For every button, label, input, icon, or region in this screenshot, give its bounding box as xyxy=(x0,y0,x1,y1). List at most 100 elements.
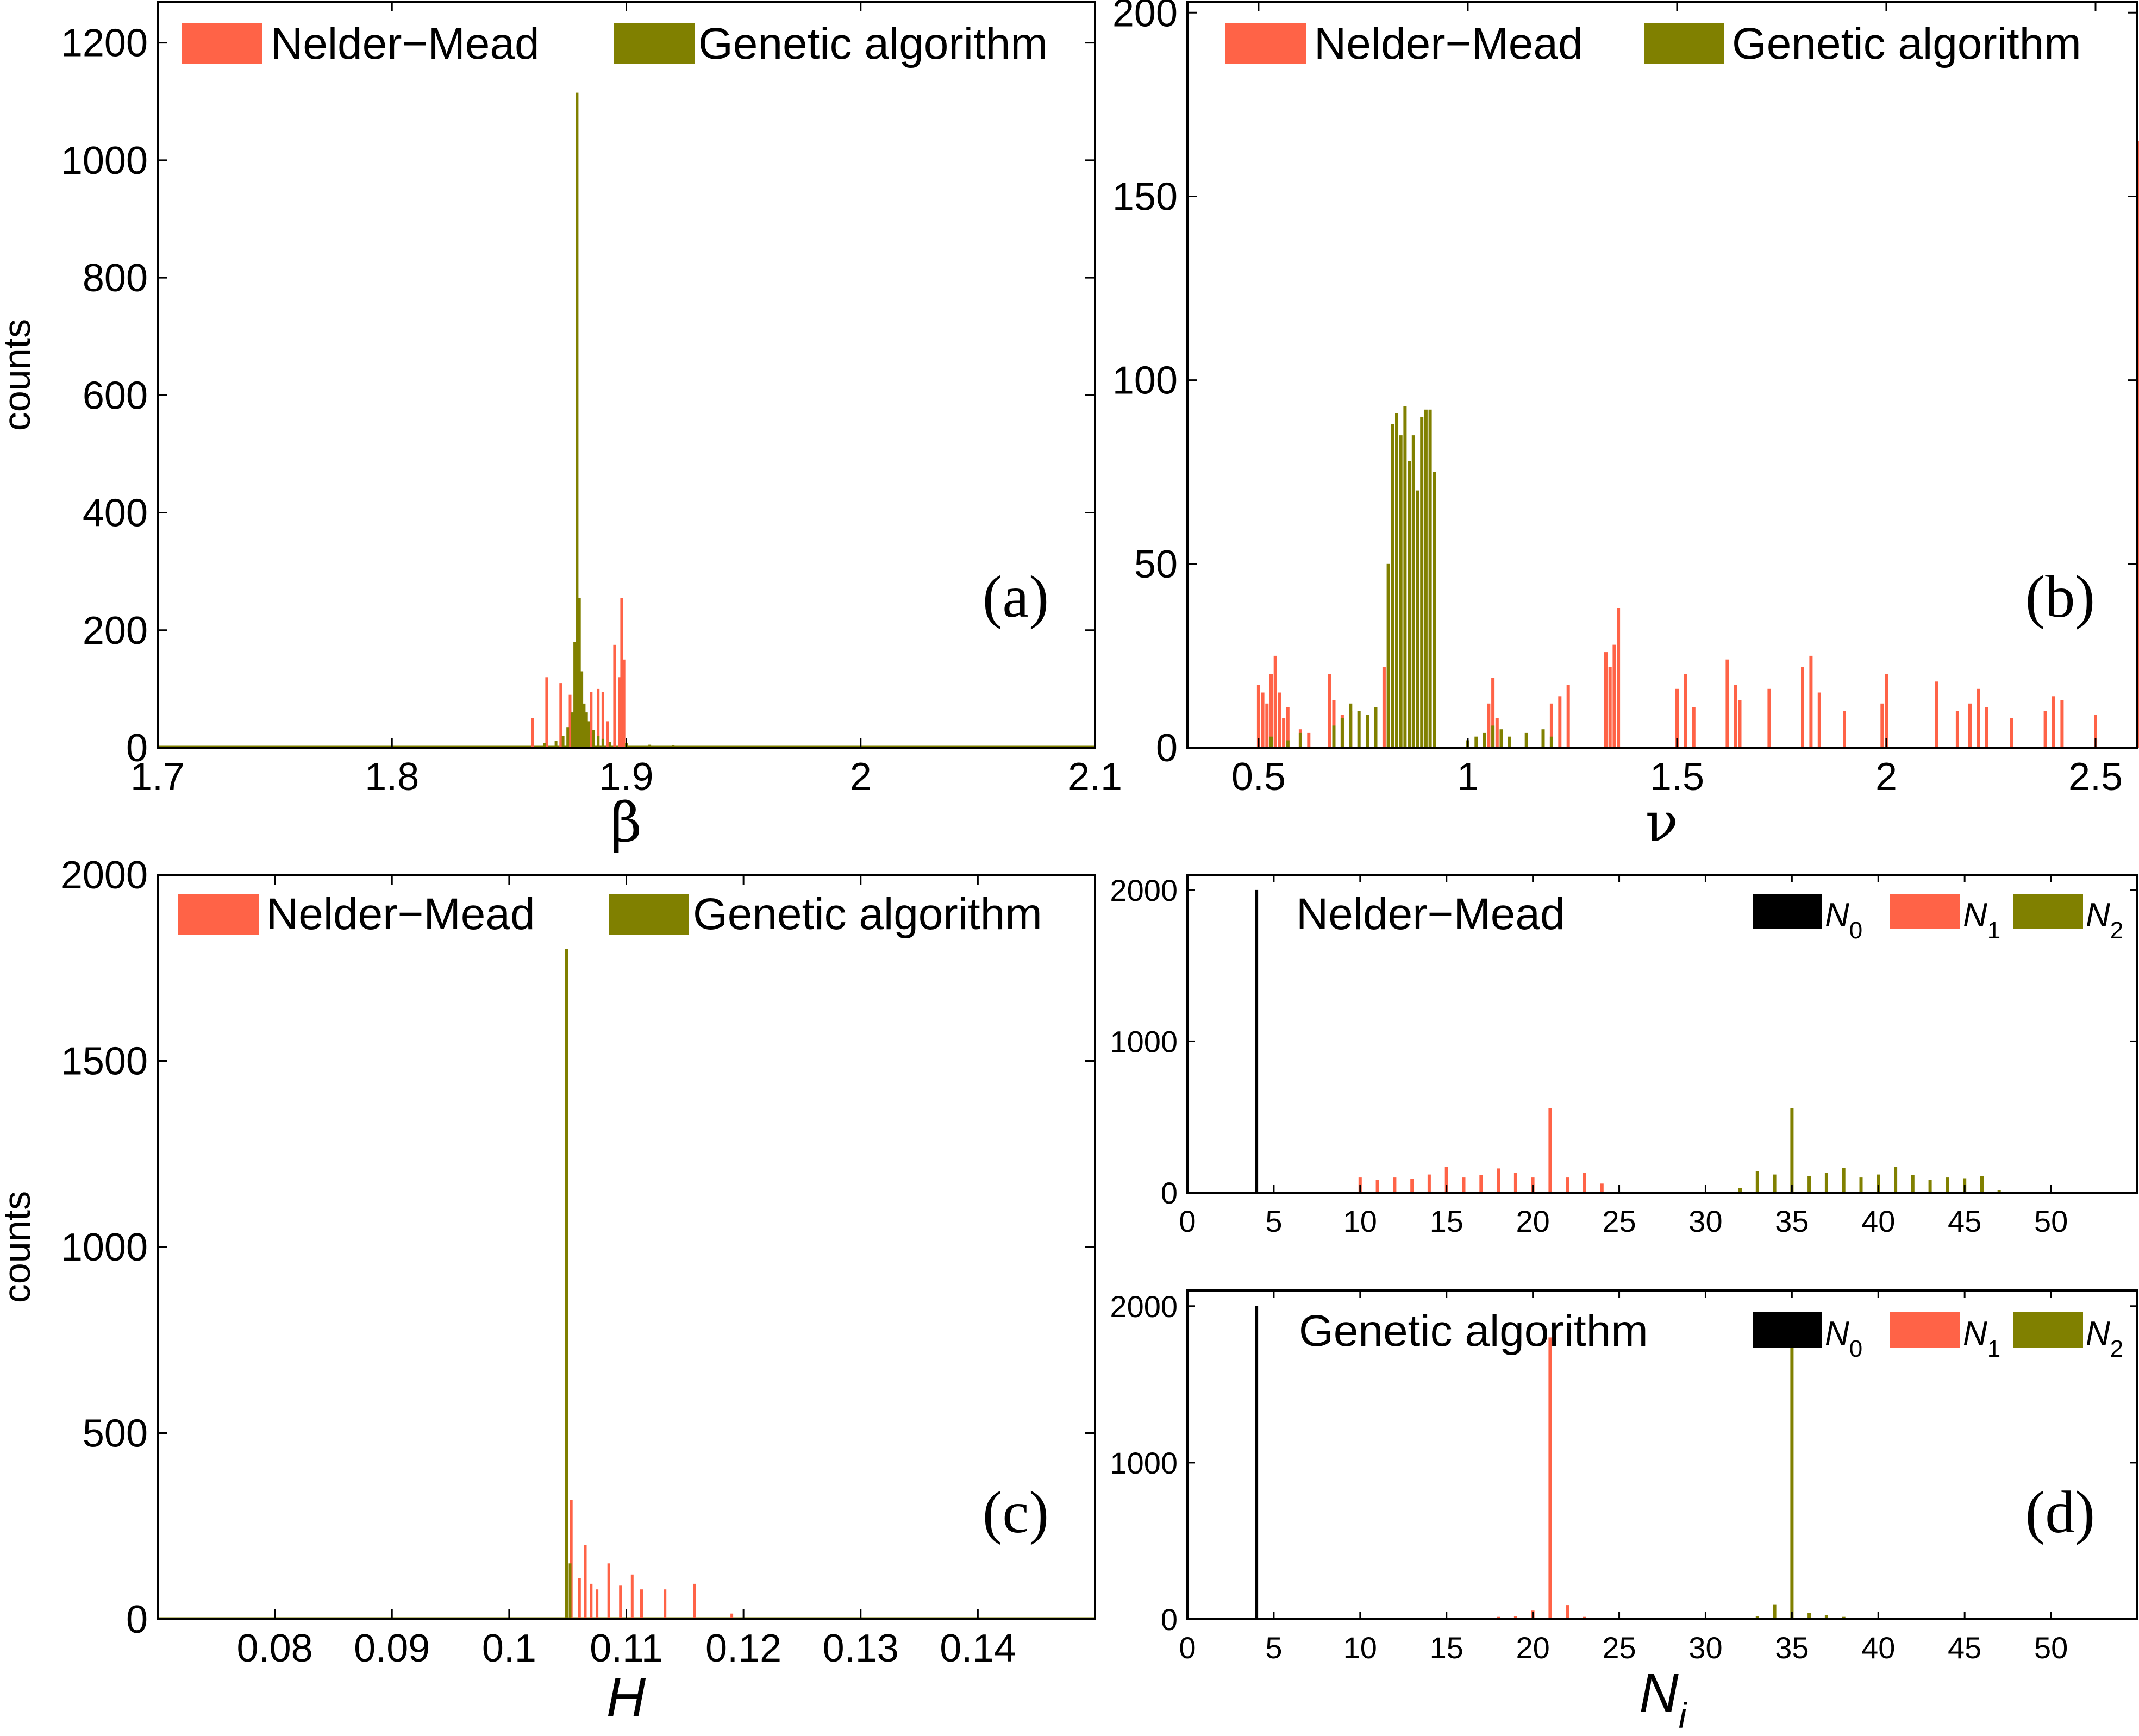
panel-d-top-legend: N0 N1 N2 xyxy=(1753,894,2123,944)
panel-d-top-bar-n2-4 xyxy=(1807,1176,1811,1193)
panel-d-bottom-xtick-label-8: 40 xyxy=(1861,1631,1895,1665)
panel-b-bar-genetic-algorithm-17 xyxy=(1420,417,1424,748)
panel-d-top-bar-n1-11 xyxy=(1548,1108,1552,1193)
panel-b-bar-genetic-algorithm-25 xyxy=(1499,729,1503,748)
panel-c-ytick-label-3: 1500 xyxy=(61,1040,148,1083)
panel-d-top-bar-n2-10 xyxy=(1911,1175,1915,1193)
panel-d-top-ytick-label-1: 1000 xyxy=(1110,1024,1178,1058)
panel-d-top-bar-n2-0 xyxy=(1738,1188,1742,1193)
panel-b-xtick-label-0: 0.5 xyxy=(1231,755,1286,799)
panel-a-ylabel: counts xyxy=(0,319,38,431)
panel-b-bar-genetic-algorithm-10 xyxy=(1391,424,1394,748)
panel-d-bottom-xtick-label-5: 25 xyxy=(1602,1631,1636,1665)
panel-c-xtick-label-5: 0.13 xyxy=(823,1627,899,1670)
panel-d-top-bar-n2-14 xyxy=(1980,1176,1984,1193)
panel-b-bar-nelder-mead-44 xyxy=(2043,711,2047,748)
panel-b-bar-nelder-mead-7 xyxy=(1286,707,1290,748)
panel-d-top-legend-swatch-n1 xyxy=(1890,894,1960,929)
panel-d-top-bar-n2-6 xyxy=(1842,1168,1846,1193)
panel-d-top-bar-n1-14 xyxy=(1600,1183,1604,1193)
panel-a-bar-genetic-algorithm-14 xyxy=(601,738,604,748)
panel-d-bottom-legend-swatch-n1 xyxy=(1890,1312,1960,1348)
panel-a-legend-swatch-genetic xyxy=(614,23,695,64)
panel-b-bar-nelder-mead-5 xyxy=(1278,692,1281,748)
panel-a-bar-genetic-algorithm-6 xyxy=(576,92,579,748)
panel-b-bar-nelder-mead-37 xyxy=(1885,674,1888,748)
panel-b-legend-nelder-mead: Nelder−Mead xyxy=(1314,19,1583,68)
panel-d-bottom-bar-n1-6 xyxy=(1583,1616,1586,1619)
panel-b-label: (b) xyxy=(2025,563,2095,630)
panel-c-xtick-label-4: 0.12 xyxy=(705,1627,781,1670)
panel-b-bar-genetic-algorithm-1 xyxy=(1286,740,1290,748)
panel-d-bottom-bar-n2-0 xyxy=(1755,1616,1759,1619)
panel-c-xtick-label-2: 0.1 xyxy=(482,1627,536,1670)
panel-d-top-bar-n1-4 xyxy=(1427,1174,1431,1193)
panel-b-bar-nelder-mead-2 xyxy=(1265,703,1269,748)
panel-b-bar-nelder-mead-32 xyxy=(1801,667,1804,748)
panel-b-bar-genetic-algorithm-28 xyxy=(1541,729,1545,748)
panel-b-ytick-label-4: 200 xyxy=(1112,0,1178,35)
panel-a-ytick-label-3: 600 xyxy=(83,374,148,417)
panel-b-bar-nelder-mead-19 xyxy=(1558,696,1562,748)
panel-b-bar-nelder-mead-24 xyxy=(1617,608,1621,748)
panel-d-bottom-xtick-label-6: 30 xyxy=(1688,1631,1722,1665)
panel-c-xtick-label-1: 0.09 xyxy=(354,1627,430,1670)
panel-b-bar-nelder-mead-34 xyxy=(1817,692,1821,748)
panel-a-bar-genetic-algorithm-15 xyxy=(608,742,611,748)
panel-b-bar-nelder-mead-20 xyxy=(1566,685,1570,748)
panel-d-bottom-bar-n2-4 xyxy=(1824,1615,1828,1619)
panel-b-bar-nelder-mead-16 xyxy=(1491,678,1495,748)
panel-d-bottom-bar-n2-1 xyxy=(1773,1604,1777,1619)
panel-d-bottom-bar-n1-4 xyxy=(1548,1337,1552,1619)
panel-d-bottom-xtick-label-0: 0 xyxy=(1179,1631,1196,1665)
panel-a-bar-genetic-algorithm-18 xyxy=(672,745,675,748)
panel-c-legend-swatch-genetic xyxy=(609,894,689,935)
panel-a-bar-genetic-algorithm-7 xyxy=(578,598,581,748)
panel-c-bar-nelder-mead-3 xyxy=(590,1583,593,1619)
panel-b-ytick-label-2: 100 xyxy=(1112,359,1178,403)
panel-b-bar-nelder-mead-25 xyxy=(1675,688,1679,748)
panel-d-top-bar-n2-1 xyxy=(1755,1171,1759,1193)
panel-c-legend-genetic: Genetic algorithm xyxy=(693,889,1042,939)
panel-d-bottom-chart: 0 5 10 15 20 25 30 35 40 45 50 0 1000 2000 Genetic al… xyxy=(1110,1289,2138,1665)
panel-b-bar-nelder-mead-42 xyxy=(1985,707,1988,748)
panel-b-bar-genetic-algorithm-26 xyxy=(1508,736,1511,748)
panel-b-bar-genetic-algorithm-0 xyxy=(1269,736,1273,748)
panel-c-bar-nelder-mead-7 xyxy=(630,1574,634,1619)
panel-a-bar-nelder-mead-5 xyxy=(597,688,600,748)
panel-d-top-bar-n2-7 xyxy=(1859,1177,1863,1193)
panel-d-top-xtick-label-10: 50 xyxy=(2034,1204,2068,1238)
panel-d-top-bar-n2-5 xyxy=(1824,1173,1828,1193)
panel-d-top-bar-n2-15 xyxy=(1997,1190,2001,1193)
panel-a-legend-nelder-mead: Nelder−Mead xyxy=(271,19,540,68)
panel-b-bar-genetic-algorithm-11 xyxy=(1395,413,1398,748)
panel-d-top-bar-n0-0 xyxy=(1255,889,1259,1193)
panel-c-bar-nelder-mead-10 xyxy=(693,1583,696,1619)
panel-b-legend-swatch-genetic xyxy=(1644,23,1724,64)
panel-d-bottom-legend-n1: N1 xyxy=(1963,1315,2000,1362)
panel-d-xlabel: Ni xyxy=(1640,1663,1688,1735)
panel-a-ytick-label-5: 1000 xyxy=(61,139,148,183)
panel-b-bar-nelder-mead-36 xyxy=(1880,703,1884,748)
panel-c-bar-nelder-mead-0 xyxy=(570,1500,573,1619)
panel-c-ylabel: counts xyxy=(0,1191,38,1303)
panel-b-bar-nelder-mead-40 xyxy=(1968,703,1972,748)
panel-d-top-bar-n1-13 xyxy=(1583,1173,1586,1193)
panel-d-top-legend-swatch-n2 xyxy=(2013,894,2083,929)
panel-c-legend-nelder-mead: Nelder−Mead xyxy=(266,889,535,939)
panel-b-bar-genetic-algorithm-2 xyxy=(1298,732,1302,748)
panel-b-bar-nelder-mead-30 xyxy=(1738,700,1742,748)
panel-d-bottom-legend-swatch-n0 xyxy=(1753,1312,1822,1348)
panel-d-bottom-xtick-label-4: 20 xyxy=(1516,1631,1549,1665)
panel-a-bar-genetic-algorithm-11 xyxy=(587,721,590,748)
panel-a-label: (a) xyxy=(983,563,1049,630)
panel-b-bar-genetic-algorithm-15 xyxy=(1411,435,1415,748)
panel-a-xlabel: β xyxy=(610,791,642,854)
panel-d-top-bar-n2-8 xyxy=(1877,1174,1880,1193)
panel-a-bar-genetic-algorithm-5 xyxy=(573,642,577,748)
panel-b-bar-nelder-mead-35 xyxy=(1843,711,1846,748)
panel-d-bottom-xtick-label-7: 35 xyxy=(1775,1631,1809,1665)
panel-d-bottom-xtick-label-1: 5 xyxy=(1265,1631,1282,1665)
panel-c-bar-nelder-mead-2 xyxy=(584,1545,587,1619)
panel-a-xtick-label-1: 1.8 xyxy=(365,755,419,799)
